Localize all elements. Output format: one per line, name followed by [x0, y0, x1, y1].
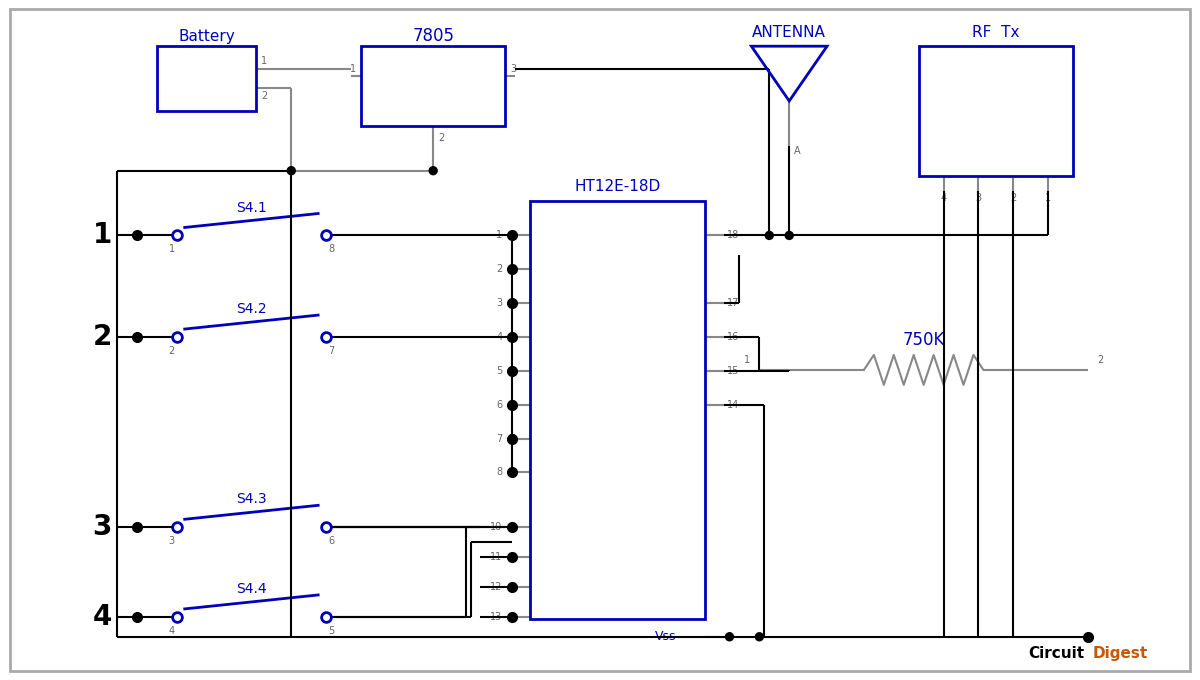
Circle shape — [430, 167, 437, 175]
Text: 3: 3 — [497, 298, 503, 308]
Text: S4.3: S4.3 — [236, 492, 266, 507]
Text: 16: 16 — [726, 332, 739, 342]
Text: Vss: Vss — [655, 630, 677, 643]
Text: IN: IN — [388, 69, 403, 84]
Text: 1: 1 — [497, 231, 503, 241]
Text: 7805: 7805 — [412, 27, 454, 46]
Text: 2: 2 — [262, 91, 268, 101]
Text: Vdd: Vdd — [655, 229, 679, 242]
Circle shape — [509, 231, 516, 239]
FancyBboxPatch shape — [11, 10, 1189, 670]
Text: 2: 2 — [1097, 355, 1103, 365]
Text: OSC1: OSC1 — [644, 330, 679, 343]
Text: A3: A3 — [542, 330, 559, 343]
Text: Battery: Battery — [179, 29, 235, 44]
Text: ANTENNA: ANTENNA — [752, 24, 826, 39]
Text: OSC2: OSC2 — [644, 364, 679, 377]
Text: 14: 14 — [726, 400, 739, 410]
Text: 5: 5 — [328, 626, 335, 636]
Text: 1: 1 — [92, 222, 112, 250]
Text: S4.4: S4.4 — [236, 582, 266, 596]
Text: S4.1: S4.1 — [236, 201, 266, 215]
Text: DOUT: DOUT — [644, 296, 682, 309]
Circle shape — [766, 231, 773, 239]
Text: A5: A5 — [542, 398, 559, 411]
Text: 12: 12 — [490, 582, 503, 592]
Text: 1: 1 — [169, 244, 175, 254]
Text: 2: 2 — [496, 265, 503, 274]
Text: 8: 8 — [497, 467, 503, 477]
Text: HT12E-18D: HT12E-18D — [575, 179, 660, 194]
Text: 7: 7 — [496, 434, 503, 443]
Text: GND: GND — [414, 95, 452, 113]
Text: TE: TE — [644, 398, 660, 411]
Text: 9: 9 — [726, 632, 733, 642]
Text: 1: 1 — [1045, 192, 1051, 203]
Circle shape — [287, 167, 295, 175]
Text: 6: 6 — [328, 536, 334, 546]
Text: AD9: AD9 — [542, 551, 569, 564]
Text: A6: A6 — [542, 432, 559, 445]
Text: 4: 4 — [941, 192, 947, 203]
Text: 4: 4 — [497, 332, 503, 342]
Text: OUT: OUT — [449, 69, 482, 84]
Circle shape — [509, 401, 516, 409]
Text: 15: 15 — [726, 366, 739, 376]
Circle shape — [509, 367, 516, 375]
Text: 2: 2 — [438, 133, 444, 143]
Text: 13: 13 — [490, 612, 503, 622]
Text: 5: 5 — [496, 366, 503, 376]
Text: 11: 11 — [490, 552, 503, 562]
Text: 17: 17 — [726, 298, 739, 308]
Text: 6: 6 — [497, 400, 503, 410]
Circle shape — [509, 333, 516, 341]
Text: A1: A1 — [542, 262, 559, 276]
Text: Circuit: Circuit — [1028, 646, 1085, 661]
Text: 2: 2 — [169, 346, 175, 356]
Circle shape — [509, 435, 516, 443]
Text: 4: 4 — [169, 626, 175, 636]
Text: 10: 10 — [490, 522, 503, 532]
Text: S4.2: S4.2 — [236, 302, 266, 316]
Text: 1: 1 — [262, 56, 268, 66]
Text: 3: 3 — [510, 63, 516, 73]
Text: A2: A2 — [542, 296, 559, 309]
FancyBboxPatch shape — [530, 201, 704, 619]
Text: A7: A7 — [542, 466, 559, 479]
Text: Digest: Digest — [1093, 646, 1148, 661]
Text: 2: 2 — [1010, 192, 1016, 203]
Text: 1: 1 — [744, 355, 750, 365]
Text: 750K: 750K — [902, 331, 944, 349]
Text: 3: 3 — [976, 192, 982, 203]
Text: AD10: AD10 — [542, 581, 576, 594]
Text: AD11: AD11 — [542, 611, 576, 624]
Text: 3: 3 — [92, 513, 112, 541]
Text: 1: 1 — [350, 63, 356, 73]
Text: 7: 7 — [328, 346, 335, 356]
Text: A: A — [794, 146, 800, 156]
Text: 8: 8 — [328, 244, 334, 254]
Text: AD8: AD8 — [542, 521, 569, 534]
Text: 2: 2 — [92, 323, 112, 351]
Text: A4: A4 — [542, 364, 559, 377]
Text: A0: A0 — [542, 229, 559, 242]
Text: 18: 18 — [726, 231, 739, 241]
Circle shape — [785, 231, 793, 239]
Circle shape — [726, 633, 733, 641]
Text: 3: 3 — [169, 536, 175, 546]
FancyBboxPatch shape — [361, 46, 505, 126]
Text: RF  Tx: RF Tx — [972, 24, 1020, 39]
Text: 4: 4 — [92, 603, 112, 631]
FancyBboxPatch shape — [157, 46, 257, 111]
FancyBboxPatch shape — [919, 46, 1073, 175]
Circle shape — [755, 633, 763, 641]
